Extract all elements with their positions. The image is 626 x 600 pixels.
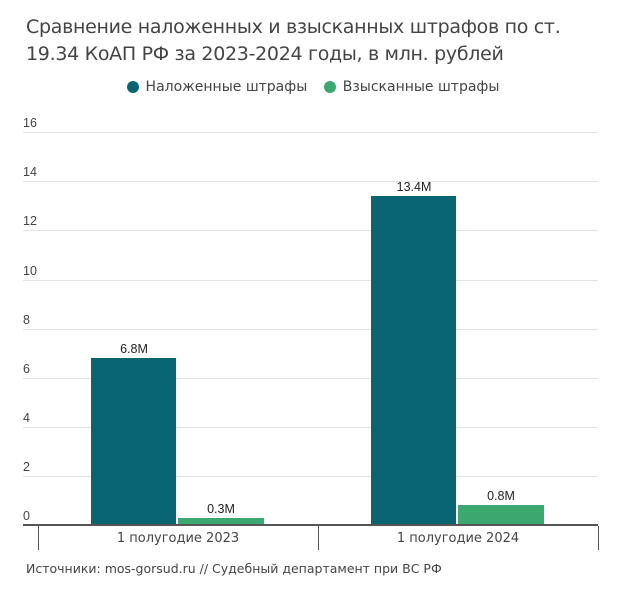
x-category-label: 1 полугодие 2023 — [116, 531, 240, 546]
legend-item-imposed: Наложенные штрафы — [126, 79, 308, 95]
y-tick-label: 14 — [23, 165, 37, 179]
value-label: 0.3M — [207, 502, 235, 516]
bar-collected-2023 — [178, 518, 264, 525]
legend: Наложенные штрафы Взысканные штрафы — [0, 79, 626, 97]
x-axis-line — [23, 524, 598, 526]
gridline — [23, 378, 598, 379]
gridline — [23, 280, 598, 281]
x-category-label: 1 полугодие 2024 — [396, 531, 520, 546]
y-tick-label: 2 — [23, 460, 30, 474]
chart-title: Сравнение наложенных и взысканных штрафо… — [26, 16, 561, 65]
bar-collected-2024 — [458, 505, 544, 525]
gridline — [23, 132, 598, 133]
y-tick-label: 4 — [23, 411, 30, 425]
y-tick-label: 6 — [23, 362, 30, 376]
legend-label: Наложенные штрафы — [145, 79, 308, 95]
x-tick — [38, 526, 39, 550]
y-tick-label: 12 — [23, 214, 37, 228]
y-tick-label: 10 — [23, 264, 37, 278]
legend-label: Взысканные штрафы — [342, 79, 500, 95]
y-tick-label: 0 — [23, 509, 30, 523]
gridline — [23, 181, 598, 182]
x-tick — [598, 526, 599, 550]
value-label: 13.4M — [396, 180, 432, 194]
legend-dot-icon — [323, 81, 336, 93]
x-tick — [318, 526, 319, 550]
gridline — [23, 230, 598, 231]
bar-imposed-2023 — [91, 358, 176, 525]
gridline — [23, 427, 598, 428]
value-label: 6.8M — [120, 342, 148, 356]
legend-dot-icon — [126, 81, 139, 93]
gridline — [23, 476, 598, 477]
gridline — [23, 329, 598, 330]
legend-item-collected: Взысканные штрафы — [323, 79, 500, 95]
value-label: 0.8M — [487, 489, 515, 503]
source-note: Источники: mos-gorsud.ru // Судебный деп… — [26, 561, 442, 576]
y-tick-label: 16 — [23, 116, 37, 130]
bar-imposed-2024 — [371, 196, 456, 525]
y-tick-label: 8 — [23, 313, 30, 327]
